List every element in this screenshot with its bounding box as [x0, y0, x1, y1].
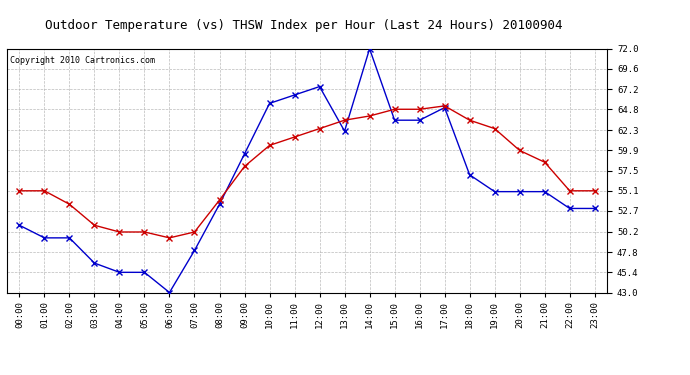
- Text: Outdoor Temperature (vs) THSW Index per Hour (Last 24 Hours) 20100904: Outdoor Temperature (vs) THSW Index per …: [45, 19, 562, 32]
- Text: Copyright 2010 Cartronics.com: Copyright 2010 Cartronics.com: [10, 56, 155, 65]
